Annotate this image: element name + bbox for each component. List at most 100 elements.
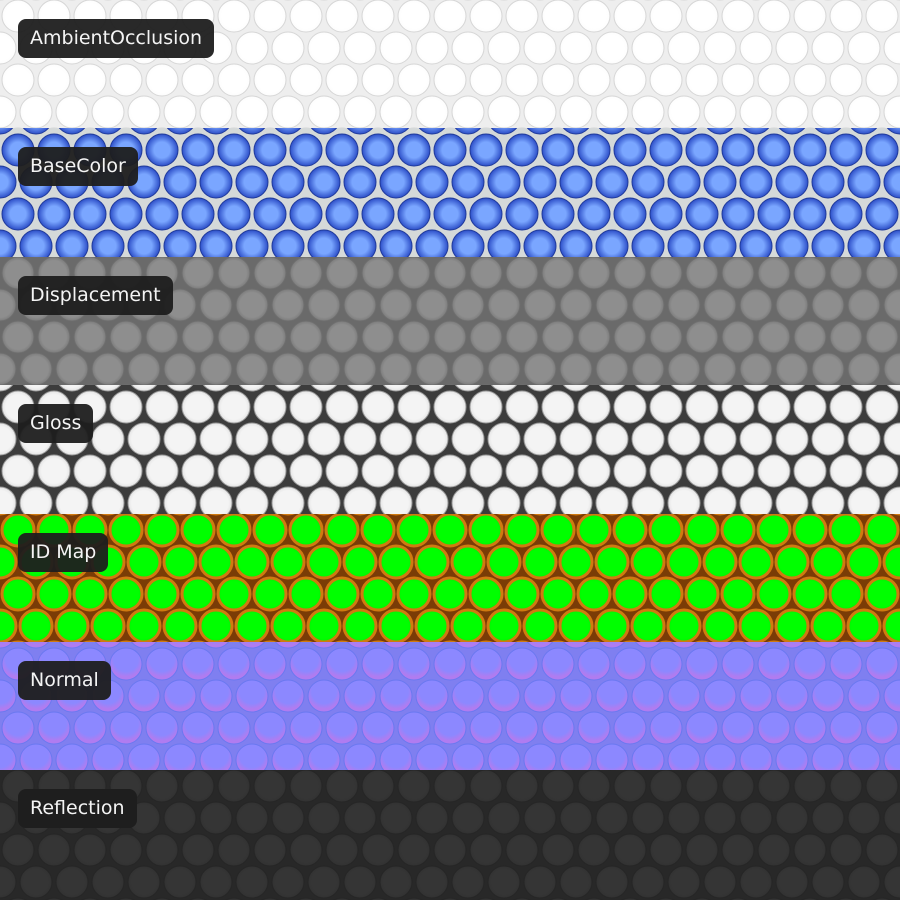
tile-circle (163, 801, 197, 835)
tile-circle (397, 711, 431, 745)
tile-circle (757, 320, 791, 354)
tile-circle (847, 165, 881, 199)
tile-circle (793, 770, 827, 803)
tile-circle (684, 514, 720, 548)
tile-circle (829, 133, 863, 167)
tile-circle (490, 385, 518, 392)
tile-circle (775, 486, 809, 514)
tile-circle (307, 486, 341, 514)
tile-circle (811, 229, 845, 257)
tile-circle (397, 320, 431, 354)
tile-circle (706, 642, 734, 649)
tile-circle (379, 165, 413, 199)
tile-circle (865, 257, 899, 290)
tile-circle (253, 390, 287, 424)
tile-circle (469, 320, 503, 354)
tile-circle (433, 390, 467, 424)
tile-circle (91, 95, 125, 128)
tile-circle (667, 95, 701, 128)
tile-circle (613, 63, 647, 97)
tile-circle (382, 385, 410, 392)
tile-circle (829, 257, 863, 290)
tile-circle (667, 486, 701, 514)
tile-circle (343, 31, 377, 65)
tile-circle (130, 642, 158, 649)
tile-circle (505, 320, 539, 354)
tile-circle (613, 133, 647, 167)
tile-circle (703, 679, 737, 713)
tile-circle (541, 63, 575, 97)
tile-circle (144, 576, 180, 612)
tile-circle (847, 422, 881, 456)
tile-circle (703, 865, 737, 899)
tile-circle (310, 385, 338, 392)
tile-circle (792, 514, 828, 548)
tile-circle (505, 770, 539, 803)
tile-circle (739, 422, 773, 456)
tile-circle (325, 833, 359, 867)
tile-circle (433, 63, 467, 97)
tile-circle (418, 128, 446, 135)
tile-circle (598, 385, 626, 392)
tile-circle (418, 642, 446, 649)
tile-circle (91, 422, 125, 456)
tile-circle (739, 95, 773, 128)
tile-circle (451, 422, 485, 456)
tile-circle (289, 711, 323, 745)
tile-circle (504, 514, 540, 548)
tile-circle (883, 743, 900, 770)
tile-circle (469, 133, 503, 167)
tile-circle (814, 385, 842, 392)
tile-circle (234, 544, 270, 580)
tile-circle (91, 352, 125, 385)
tile-circle (397, 257, 431, 290)
tile-circle (166, 642, 194, 649)
tile-circle (289, 390, 323, 424)
tile-circle (163, 422, 197, 456)
tile-circle (577, 647, 611, 681)
tile-circle (325, 320, 359, 354)
tile-circle (613, 647, 647, 681)
tile-circle (613, 454, 647, 488)
tile-circle (577, 63, 611, 97)
map-label: Normal (18, 661, 111, 700)
tile-circle (235, 165, 269, 199)
tile-circle (37, 63, 71, 97)
tile-circle (199, 801, 233, 835)
tile-circle (181, 454, 215, 488)
tile-circle (685, 647, 719, 681)
tile-circle (739, 486, 773, 514)
tile-circle (559, 743, 593, 770)
tile-circle (631, 288, 665, 322)
tile-circle (721, 0, 755, 33)
tile-circle (379, 31, 413, 65)
tile-circle (199, 865, 233, 899)
tile-circle (793, 390, 827, 424)
tile-circle (811, 865, 845, 899)
tile-circle (811, 95, 845, 128)
tile-circle (361, 833, 395, 867)
tile-circle (613, 197, 647, 231)
tile-circle (774, 544, 810, 580)
tile-circle (361, 647, 395, 681)
tile-circle (0, 128, 14, 135)
tile-circle (238, 128, 266, 135)
tile-circle (216, 514, 252, 548)
tile-circle (487, 31, 521, 65)
tile-circle (307, 165, 341, 199)
tile-circle (595, 679, 629, 713)
band-base-color: BaseColor (0, 128, 900, 257)
tile-circle (829, 0, 863, 33)
tile-circle (811, 31, 845, 65)
tile-circle (382, 128, 410, 135)
tile-circle (526, 385, 554, 392)
tile-circle (595, 95, 629, 128)
tile-circle (109, 833, 143, 867)
tile-circle (289, 320, 323, 354)
tile-circle (253, 454, 287, 488)
tile-circle (415, 801, 449, 835)
tile-circle (469, 390, 503, 424)
tile-circle (847, 31, 881, 65)
tile-circle (307, 743, 341, 770)
tile-circle (739, 352, 773, 385)
